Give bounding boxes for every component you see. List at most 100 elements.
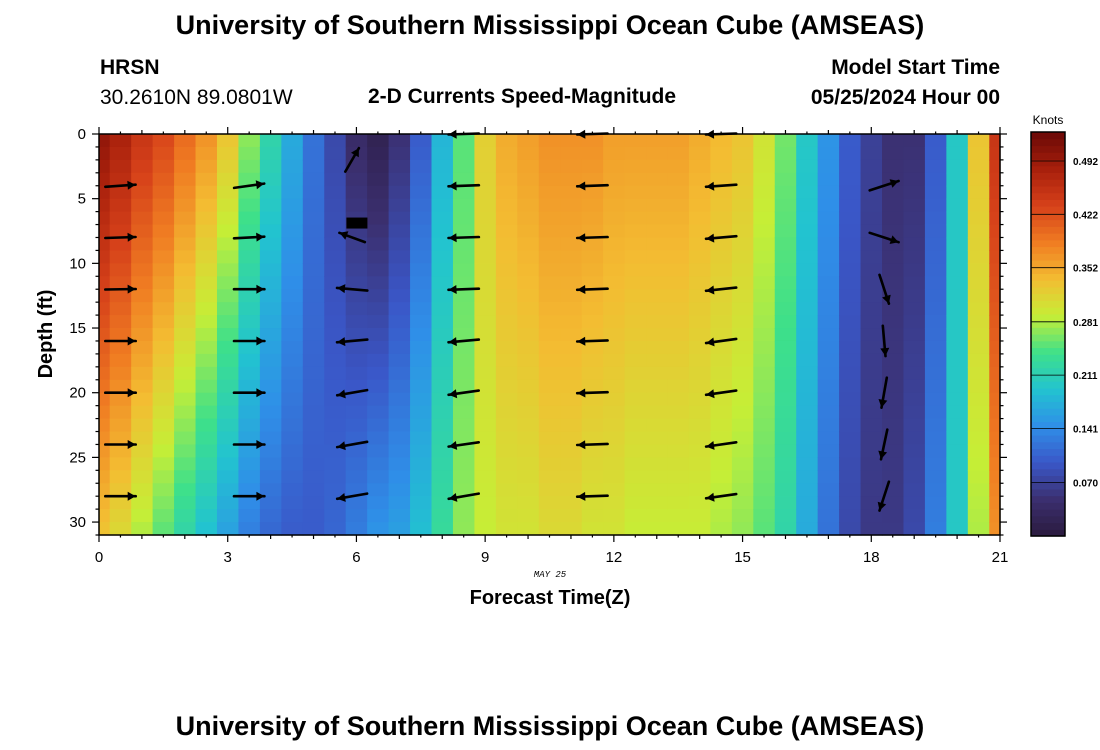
- heatmap-cell: [259, 328, 282, 342]
- heatmap-cell: [924, 392, 947, 407]
- heatmap-cell: [924, 328, 947, 342]
- heatmap-cell: [624, 211, 647, 226]
- vector-head: [256, 491, 265, 501]
- heatmap-cell: [688, 289, 711, 303]
- heatmap-cell: [367, 237, 390, 252]
- heatmap-cell: [667, 250, 690, 264]
- heatmap-cell: [388, 302, 411, 316]
- heatmap-cell: [667, 211, 690, 226]
- heatmap-cell: [967, 250, 990, 264]
- heatmap-cell: [753, 470, 776, 484]
- colorbar-band: [1031, 354, 1065, 362]
- heatmap-cell: [495, 522, 518, 536]
- heatmap-cell: [452, 185, 476, 200]
- heatmap-cell: [152, 418, 175, 433]
- heatmap-cell: [174, 379, 197, 394]
- heatmap-cell: [259, 276, 282, 290]
- heatmap-cell: [989, 457, 1001, 471]
- heatmap-cell: [731, 185, 754, 200]
- heatmap-cell: [731, 237, 754, 252]
- heatmap-cell: [882, 418, 905, 433]
- heatmap-cell: [152, 276, 175, 290]
- heatmap-cell: [367, 522, 390, 536]
- heatmap-cell: [581, 470, 604, 484]
- colorbar-band: [1031, 158, 1065, 167]
- heatmap-cell: [109, 483, 132, 497]
- heatmap-cell: [367, 379, 390, 394]
- heatmap-cell: [903, 509, 926, 523]
- heatmap-cell: [109, 250, 132, 264]
- heatmap-cell: [560, 263, 583, 277]
- heatmap-cell: [624, 444, 647, 458]
- heatmap-cell: [474, 237, 497, 252]
- heatmap-cell: [924, 263, 947, 277]
- colorbar-band: [1031, 522, 1065, 530]
- heatmap-cell: [259, 315, 282, 329]
- heatmap-cell: [474, 457, 497, 471]
- heatmap-cell: [302, 431, 325, 446]
- heatmap-cell: [152, 185, 175, 200]
- heatmap-cell: [967, 470, 990, 484]
- heatmap-cell: [216, 483, 240, 497]
- heatmap-cell: [195, 250, 218, 264]
- heatmap-cell: [431, 328, 454, 342]
- heatmap-cell: [109, 353, 132, 368]
- heatmap-cell: [989, 289, 1001, 303]
- heatmap-cell: [324, 418, 347, 433]
- vector-head: [337, 441, 346, 451]
- heatmap-cell: [753, 418, 776, 433]
- heatmap-cell: [581, 250, 604, 264]
- heatmap-cell: [431, 224, 454, 239]
- heatmap-cell: [560, 483, 583, 497]
- heatmap-cell: [667, 340, 690, 355]
- heatmap-cell: [474, 392, 497, 407]
- x-tick-label: 18: [863, 549, 880, 566]
- heatmap-cell: [109, 470, 132, 484]
- colorbar-band: [1031, 381, 1065, 389]
- heatmap-cell: [989, 392, 1001, 407]
- heatmap-cell: [774, 185, 797, 200]
- heatmap-cell: [324, 340, 347, 355]
- vector-head: [339, 231, 349, 240]
- heatmap-cell: [817, 418, 840, 433]
- heatmap-cell: [946, 302, 969, 316]
- heatmap-cell: [667, 353, 690, 368]
- heatmap-cell: [517, 496, 540, 510]
- current-vector: [447, 181, 481, 191]
- vector-head: [877, 501, 887, 511]
- heatmap-cell: [946, 159, 969, 174]
- heatmap-cell: [216, 146, 240, 161]
- heatmap-cell: [259, 224, 282, 239]
- heatmap-cell: [410, 302, 433, 316]
- heatmap-cell: [731, 392, 754, 407]
- current-vector: [447, 440, 481, 450]
- colorbar-band: [1031, 414, 1065, 423]
- heatmap-cell: [882, 250, 905, 264]
- heatmap-cell: [517, 146, 540, 161]
- heatmap-cell: [946, 198, 969, 213]
- heatmap-cell: [688, 185, 711, 200]
- heatmap-cell: [152, 509, 175, 523]
- heatmap-cell: [796, 263, 819, 277]
- heatmap-cell: [989, 379, 1001, 394]
- heatmap-cell: [410, 224, 433, 239]
- heatmap-cell: [324, 483, 347, 497]
- heatmap-cell: [603, 470, 626, 484]
- heatmap-cell: [753, 159, 776, 174]
- heatmap-cell: [474, 159, 497, 174]
- heatmap-cell: [238, 340, 261, 355]
- heatmap-cell: [452, 263, 476, 277]
- heatmap-cell: [174, 483, 197, 497]
- heatmap-cell: [924, 185, 947, 200]
- heatmap-cell: [924, 172, 947, 187]
- heatmap-cell: [603, 353, 626, 368]
- heatmap-cell: [195, 431, 218, 446]
- heatmap-cell: [967, 328, 990, 342]
- vector-head: [448, 493, 458, 502]
- heatmap-cell: [710, 340, 733, 355]
- heatmap-cell: [882, 185, 905, 200]
- heatmap-cell: [903, 302, 926, 316]
- current-vector: [575, 388, 609, 398]
- heatmap-cell: [882, 366, 905, 381]
- heatmap-cell: [817, 315, 840, 329]
